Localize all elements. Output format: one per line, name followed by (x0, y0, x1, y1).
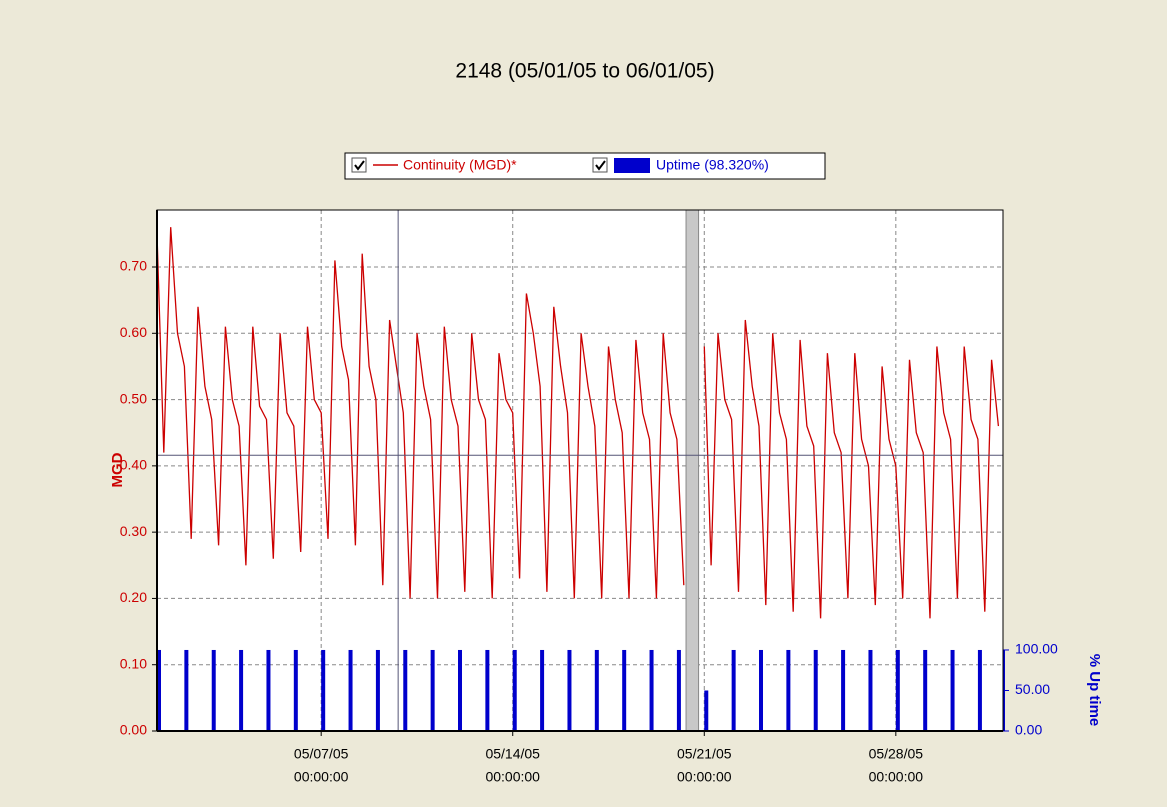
uptime-bar (211, 649, 216, 731)
uptime-bar (731, 649, 736, 731)
y-axis-label: MGD (109, 452, 126, 487)
legend-label: Uptime (98.320%) (656, 157, 769, 173)
y-tick-label: 0.70 (120, 258, 147, 274)
y2-tick-label: 0.00 (1015, 722, 1042, 738)
legend-swatch (614, 158, 650, 173)
uptime-bar (375, 649, 380, 731)
x-tick-label: 00:00:00 (677, 769, 732, 785)
x-tick-label: 05/14/05 (485, 746, 540, 762)
uptime-bar (266, 649, 271, 731)
uptime-bar (594, 649, 599, 731)
legend-checkbox[interactable] (592, 157, 608, 173)
uptime-bar (676, 649, 681, 731)
y-tick-label: 0.40 (120, 457, 147, 473)
y2-axis-label: % Up time (1086, 654, 1103, 727)
uptime-bar (841, 649, 846, 731)
plot-area (157, 210, 1003, 731)
uptime-bar (649, 649, 654, 731)
uptime-bar (622, 649, 627, 731)
uptime-bar (704, 690, 709, 731)
legend-checkbox[interactable] (351, 157, 367, 173)
y-tick-label: 0.50 (120, 390, 147, 406)
x-tick-label: 05/28/05 (869, 746, 924, 762)
uptime-bar (540, 649, 545, 731)
uptime-bar (950, 649, 955, 731)
uptime-bar (458, 649, 463, 731)
uptime-bar (293, 649, 298, 731)
legend (344, 152, 826, 180)
x-tick-label: 05/21/05 (677, 746, 732, 762)
uptime-bar (813, 649, 818, 731)
x-tick-label: 00:00:00 (294, 769, 349, 785)
y-tick-label: 0.20 (120, 589, 147, 605)
x-tick-label: 05/07/05 (294, 746, 349, 762)
y-tick-label: 0.00 (120, 722, 147, 738)
y2-tick-label: 100.00 (1015, 641, 1058, 657)
uptime-bar (157, 649, 161, 731)
y-tick-label: 0.10 (120, 655, 147, 671)
check-mark (354, 160, 365, 171)
uptime-bar (895, 649, 900, 731)
uptime-bar (923, 649, 928, 731)
uptime-bar (786, 649, 791, 731)
data-gap (685, 209, 700, 732)
check-mark (595, 160, 606, 171)
uptime-bar (321, 649, 326, 731)
uptime-bar (348, 649, 353, 731)
uptime-bar (977, 649, 982, 731)
uptime-bar (512, 649, 517, 731)
x-tick-label: 00:00:00 (869, 769, 924, 785)
uptime-bar (485, 649, 490, 731)
y-tick-label: 0.30 (120, 523, 147, 539)
uptime-bar (239, 649, 244, 731)
uptime-bar (567, 649, 572, 731)
uptime-bar (403, 649, 408, 731)
uptime-bar (759, 649, 764, 731)
y-tick-label: 0.60 (120, 324, 147, 340)
x-tick-label: 00:00:00 (485, 769, 540, 785)
uptime-bar (868, 649, 873, 731)
legend-label: Continuity (MGD)* (403, 157, 517, 173)
chart-title: 2148 (05/01/05 to 06/01/05) (455, 60, 714, 83)
uptime-bar (430, 649, 435, 731)
uptime-bar (184, 649, 189, 731)
y2-tick-label: 50.00 (1015, 681, 1050, 697)
